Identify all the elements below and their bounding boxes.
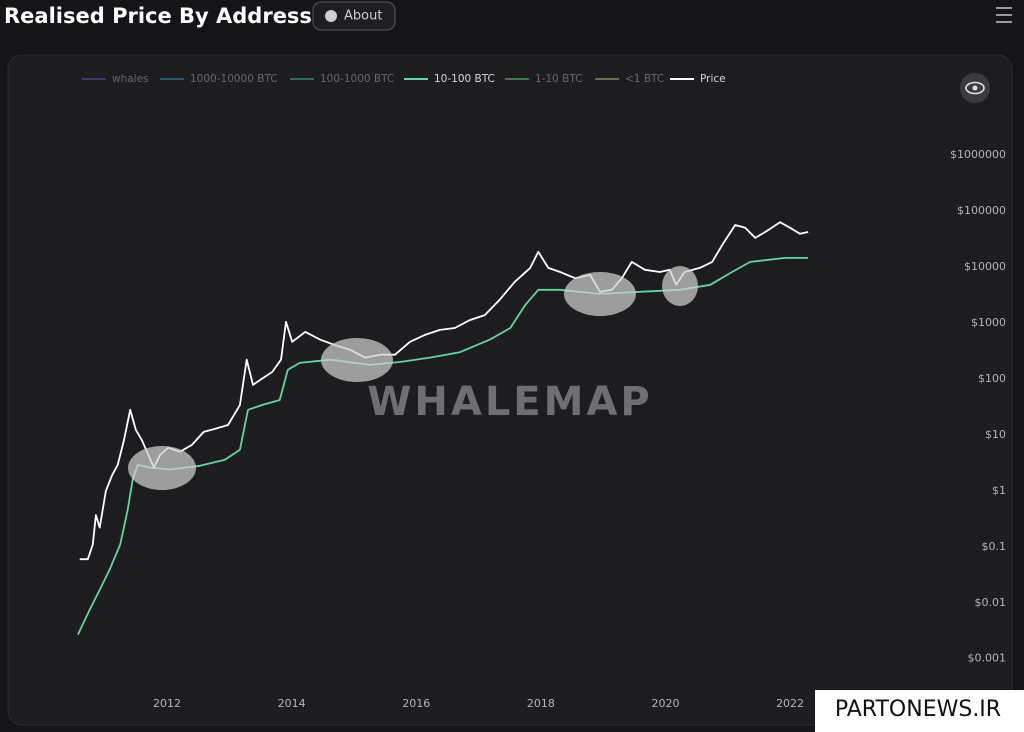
page-title: Realised Price By Address (4, 4, 312, 28)
y-tick-label: $0.01 (975, 596, 1007, 609)
legend-label[interactable]: <1 BTC (625, 73, 664, 85)
y-tick-label: $0.1 (982, 540, 1007, 553)
overlay-text: PARTONEWS.IR (835, 697, 1001, 722)
legend-label[interactable]: 1000-10000 BTC (190, 73, 278, 85)
y-tick-label: $100 (978, 372, 1006, 385)
overlay-box (815, 690, 1024, 732)
x-tick-label: 2022 (776, 697, 804, 710)
legend-label[interactable]: 10-100 BTC (434, 73, 495, 85)
highlights (128, 266, 698, 490)
about-button[interactable]: About (312, 1, 396, 31)
x-tick-label: 2014 (278, 697, 306, 710)
y-tick-label: $10000 (964, 260, 1006, 273)
chart-panel (7, 54, 1013, 726)
legend-label[interactable]: Price (700, 73, 726, 85)
button-label[interactable]: About (344, 9, 382, 24)
plot-area: $0.001 $0.01 $0.1 $1 $10 $100 $1000 $10000 $1000… (77, 148, 1007, 710)
eye-pupil (972, 85, 978, 91)
legend-label[interactable]: 1-10 BTC (535, 73, 583, 85)
highlight (662, 266, 698, 306)
y-tick-label: $1000000 (950, 148, 1006, 161)
highlight (128, 446, 196, 490)
button-frame[interactable] (312, 1, 396, 31)
y-tick-label: $1 (992, 484, 1006, 497)
legend-label[interactable]: whales (112, 73, 149, 85)
y-tick-label: $10 (985, 428, 1006, 441)
x-tick-label: 2016 (402, 697, 430, 710)
y-tick-label: $0.001 (968, 652, 1007, 665)
menu-icon[interactable] (996, 7, 1012, 23)
eye-icon (965, 81, 985, 95)
legend-label[interactable]: 100-1000 BTC (320, 73, 394, 85)
highlight (321, 338, 393, 382)
y-tick-label: $1000 (971, 316, 1006, 329)
help-icon (325, 10, 337, 22)
eye-button[interactable] (960, 73, 990, 103)
watermark: WHALEMAP (367, 379, 652, 425)
highlight (564, 272, 636, 316)
x-tick-label: 2012 (153, 697, 181, 710)
x-tick-label: 2018 (527, 697, 555, 710)
y-tick-label: $100000 (957, 204, 1006, 217)
series-line (77, 257, 809, 635)
x-tick-label: 2020 (651, 697, 679, 710)
